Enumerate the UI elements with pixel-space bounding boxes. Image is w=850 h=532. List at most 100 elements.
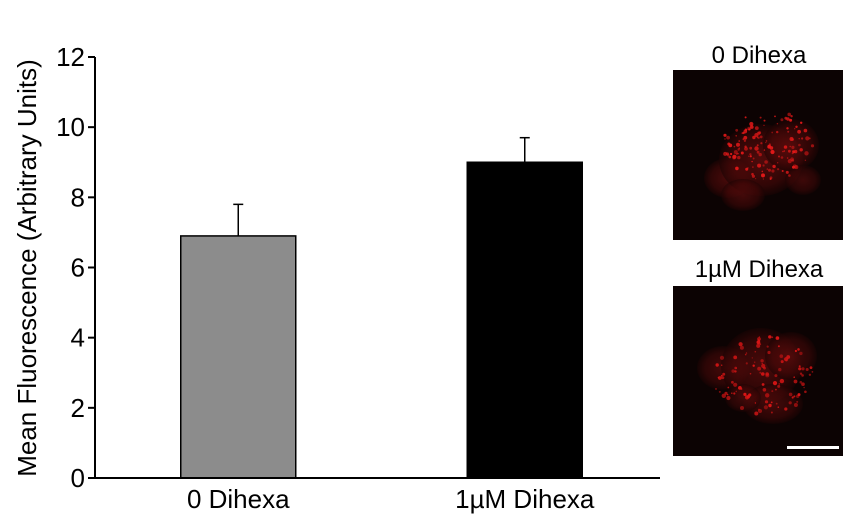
x-axis: 0 Dihexa 1µM Dihexa — [95, 477, 660, 514]
fluorescence-speck — [786, 117, 790, 121]
fluorescence-speck — [790, 115, 793, 118]
fluorescence-speck — [780, 360, 784, 364]
fluorescence-speck — [754, 133, 759, 138]
fluorescence-speck — [761, 173, 765, 178]
fluorescence-speck — [749, 146, 753, 150]
fluorescence-speck — [785, 170, 789, 174]
fluorescence-speck — [751, 160, 753, 163]
fluorescence-speck — [727, 142, 731, 146]
micrograph-0-dihexa-image — [704, 112, 821, 211]
fluorescence-speck — [735, 390, 738, 393]
fluorescence-speck — [768, 143, 771, 146]
fluorescence-speck — [786, 157, 789, 159]
fluorescence-speck — [754, 350, 757, 353]
fluorescence-speck — [801, 374, 804, 377]
fluorescence-speck — [772, 164, 776, 169]
fluorescence-speck — [721, 364, 723, 366]
fluorescence-speck — [756, 340, 761, 345]
fluorescence-speck — [740, 406, 744, 410]
fluorescence-speck — [756, 343, 761, 348]
fluorescence-speck — [748, 155, 750, 157]
micrograph-1um-dihexa — [673, 286, 843, 456]
fluorescence-speck — [756, 150, 760, 154]
x-tick-label: 0 Dihexa — [187, 484, 290, 514]
fluorescence-speck — [744, 353, 747, 356]
fluorescence-speck — [774, 374, 778, 378]
y-tick-label: 2 — [71, 393, 85, 423]
fluorescence-speck — [735, 166, 739, 171]
fluorescence-speck — [754, 126, 759, 130]
fluorescence-speck — [722, 372, 726, 376]
fluorescence-speck — [798, 365, 801, 368]
fluorescence-speck — [719, 355, 725, 360]
fluorescence-speck — [778, 383, 780, 385]
fluorescence-speck — [761, 170, 764, 173]
fluorescence-speck — [718, 376, 722, 380]
fluorescence-speck — [757, 337, 761, 341]
fluorescence-speck — [749, 121, 754, 127]
fluorescence-speck — [788, 174, 791, 177]
fluorescence-speck — [765, 393, 770, 398]
fluorescence-speck — [788, 401, 792, 405]
scale-bar — [787, 446, 839, 449]
fluorescence-speck — [779, 354, 784, 358]
fluorescence-speck — [736, 142, 740, 147]
fluorescence-speck — [770, 411, 773, 414]
fluorescence-speck — [789, 118, 793, 122]
fluorescence-speck — [733, 392, 736, 395]
fluorescence-speck — [726, 135, 730, 140]
fluorescence-speck — [788, 149, 791, 153]
fluorescence-speck — [780, 118, 784, 122]
fluorescence-speck — [761, 372, 765, 376]
fluorescence-speck — [754, 402, 757, 404]
fluorescence-speck — [777, 384, 781, 388]
fluorescence-speck — [760, 142, 763, 145]
fluorescence-speck — [761, 362, 763, 365]
fluorescence-speck — [731, 380, 734, 384]
fluorescence-speck — [804, 151, 809, 156]
fluorescence-speck — [739, 345, 744, 350]
fluorescence-speck — [759, 343, 762, 345]
fluorescence-speck — [808, 137, 811, 140]
fluorescence-speck — [783, 145, 788, 149]
fluorescence-speck — [789, 145, 791, 148]
fluorescence-speck — [745, 352, 748, 354]
fluorescence-speck — [775, 336, 780, 340]
fluorescence-speck — [756, 136, 759, 139]
fluorescence-speck — [726, 153, 730, 157]
fluorescence-speck — [715, 363, 719, 367]
fluorescence-speck — [777, 345, 780, 348]
fluorescence-speck — [798, 367, 802, 371]
fluorescence-speck — [723, 151, 728, 156]
fluorescence-speck — [808, 373, 812, 376]
fluorescence-speck — [798, 143, 801, 147]
fluorescence-speck — [799, 351, 803, 356]
fluorescence-speck — [810, 144, 815, 148]
fluorescence-speck — [763, 149, 766, 151]
fluorescence-speck — [733, 145, 736, 148]
fluorescence-speck — [758, 409, 762, 413]
micrograph-1um-dihexa-image — [697, 328, 817, 424]
fluorescence-speck — [793, 376, 795, 378]
fluorescence-speck — [743, 139, 747, 142]
fluorescence-speck — [743, 135, 748, 140]
fluorescence-speck — [771, 150, 773, 152]
fluorescence-speck — [733, 355, 738, 360]
fluorescence-speck — [758, 339, 760, 342]
fluorescence-speck — [759, 371, 762, 374]
fluorescence-speck — [792, 165, 795, 169]
fluorescence-speck — [763, 124, 765, 126]
image-label-0-dihexa: 0 Dihexa — [711, 42, 807, 69]
fluorescence-speck — [749, 372, 752, 375]
bars — [180, 136, 583, 479]
fluorescence-speck — [788, 392, 793, 397]
fluorescence-speck — [800, 121, 803, 124]
fluorescence-speck — [758, 336, 761, 338]
fluorescence-speck — [797, 129, 801, 134]
fluorescence-speck — [766, 168, 768, 170]
fluorescence-speck — [762, 164, 765, 167]
fluorescence-speck — [774, 115, 776, 118]
fluorescence-speck — [767, 350, 771, 355]
fluorescence-speck — [785, 359, 788, 362]
fluorescence-speck — [738, 140, 740, 142]
